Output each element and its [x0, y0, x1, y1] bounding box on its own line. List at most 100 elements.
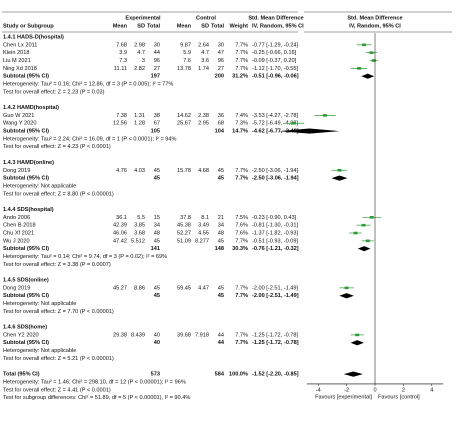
study-effect: -2.00 [-2.51, -1.49]	[252, 285, 298, 291]
study-name: Chen Lx 2011	[3, 42, 37, 48]
summary-effect: -0.76 [-1.21, -0.32]	[252, 246, 299, 252]
study-name: Liu M 2021	[3, 58, 31, 64]
summary-label: Subtotal (95% CI)	[3, 293, 49, 299]
tick-label: 4	[430, 387, 433, 393]
column-header: Total	[147, 23, 160, 29]
study-cell: 7.7%	[235, 168, 248, 174]
study-cell: 7.7%	[235, 238, 248, 244]
study-effect: -1.37 [-1.82, -0.93]	[252, 230, 298, 236]
study-cell: 34	[218, 223, 224, 229]
summary-cell: 100.0%	[229, 372, 248, 378]
point-estimate	[365, 239, 370, 243]
study-effect: -0.23 [-0.90, 0.43]	[252, 215, 297, 221]
column-group: Control	[196, 15, 216, 21]
summary-cell: 7.7%	[235, 340, 248, 346]
subgroup-title: 1.4.2 HAMD(hospital)	[3, 105, 59, 111]
column-header: SD	[201, 23, 209, 29]
total-note: Test for overall effect: Z = 4.41 (P < 0…	[3, 387, 111, 393]
heterogeneity: Heterogeneity: Tau² = 0.14; Chi² = 9.74,…	[3, 254, 167, 260]
study-effect: -0.09 [-0.37, 0.20]	[252, 58, 297, 64]
study-cell: 48	[154, 230, 160, 236]
study-cell: 2.38	[198, 113, 209, 119]
study-cell: 7.6%	[235, 223, 248, 229]
study-cell: 7.38	[116, 113, 127, 119]
summary-cell: 44	[218, 340, 225, 346]
study-cell: 7.6	[183, 58, 191, 64]
study-cell: 27	[154, 66, 160, 72]
total-note: Heterogeneity: Tau² = 1.46; Chi² = 298.1…	[3, 379, 186, 385]
study-cell: 45	[154, 285, 160, 291]
overall-effect: Test for overall effect: Z = 7.70 (P < 0…	[3, 309, 114, 315]
summary-cell: 7.7%	[235, 293, 248, 299]
study-cell: 67	[154, 121, 160, 127]
study-effect: -2.50 [-3.06, -1.94]	[252, 168, 298, 174]
diamond	[361, 73, 375, 79]
study-cell: 4.76	[116, 168, 127, 174]
study-cell: 3.6	[201, 58, 209, 64]
study-name: Klein 2018	[3, 50, 29, 56]
point-estimate	[355, 333, 360, 337]
summary-label: Subtotal (95% CI)	[3, 246, 49, 252]
study-cell: 7.68	[116, 42, 127, 48]
summary-cell: 45	[218, 293, 224, 299]
study-cell: 7.6%	[235, 230, 248, 236]
column-group: Std. Mean Difference	[347, 15, 402, 21]
study-cell: 5.5	[137, 215, 145, 221]
study-effect: -0.77 [-1.29, -0.24]	[252, 42, 298, 48]
study-cell: 37.8	[180, 215, 191, 221]
study-cell: 30	[154, 42, 160, 48]
study-cell: 42.39	[113, 223, 127, 229]
summary-cell: 105	[151, 129, 160, 135]
study-cell: 12.56	[113, 121, 127, 127]
heterogeneity: Heterogeneity: Not applicable	[3, 183, 76, 189]
summary-cell: 45	[218, 176, 224, 182]
study-cell: 96	[218, 58, 224, 64]
summary-cell: 584	[215, 372, 225, 378]
column-header: Study or Subgroup	[3, 23, 54, 29]
summary-effect: -1.52 [-2.20, -0.85]	[252, 372, 299, 378]
study-cell: 7.7%	[235, 285, 248, 291]
study-cell: 45	[218, 238, 224, 244]
point-estimate	[353, 231, 358, 235]
study-cell: 8.439	[131, 332, 145, 338]
summary-cell: 7.7%	[235, 176, 248, 182]
study-effect: -1.12 [-1.70, -0.55]	[252, 66, 298, 72]
study-cell: 1.31	[134, 113, 145, 119]
tick-label: 2	[402, 387, 405, 393]
tick-label: 0	[373, 387, 376, 393]
subgroup-title: 1.4.5 SDS(online)	[3, 278, 49, 284]
study-cell: 13.78	[177, 66, 191, 72]
study-name: Guo W 2021	[3, 113, 34, 119]
study-effect: -0.25 [-0.66, 0.16]	[252, 50, 297, 56]
study-cell: 47	[218, 50, 224, 56]
study-cell: 4.68	[198, 168, 209, 174]
study-cell: 7.7%	[235, 42, 248, 48]
favours-left: Favours [experimental]	[315, 394, 372, 400]
study-cell: 9.87	[180, 42, 191, 48]
study-name: Ning Xd 2018	[3, 66, 37, 72]
study-cell: 68	[218, 121, 224, 127]
study-cell: 45.27	[113, 285, 127, 291]
study-cell: 4.7	[137, 50, 145, 56]
study-cell: 2.95	[198, 121, 209, 127]
study-cell: 46.06	[113, 230, 127, 236]
study-cell: 14.62	[177, 113, 191, 119]
favours-right: Favours [control]	[378, 394, 420, 400]
subgroup-title: 1.4.6 SDS(home)	[3, 325, 47, 331]
study-cell: 7.7%	[235, 50, 248, 56]
study-cell: 8.1	[201, 215, 209, 221]
study-cell: 3.49	[198, 223, 209, 229]
summary-cell: 573	[151, 372, 160, 378]
summary-label: Subtotal (95% CI)	[3, 176, 49, 182]
summary-effect: -0.51 [-0.96, -0.06]	[252, 74, 299, 80]
summary-effect: -2.50 [-3.06, -1.94]	[252, 176, 299, 182]
study-cell: 7.5%	[235, 215, 248, 221]
point-estimate	[362, 43, 367, 47]
overall-effect: Test for overall effect: Z = 5.21 (P < 0…	[3, 356, 114, 362]
study-cell: 96	[154, 58, 160, 64]
point-estimate	[337, 168, 342, 172]
study-name: Chu Xf 2021	[3, 230, 34, 236]
study-cell: 7.918	[195, 332, 209, 338]
study-cell: 44	[154, 50, 160, 56]
